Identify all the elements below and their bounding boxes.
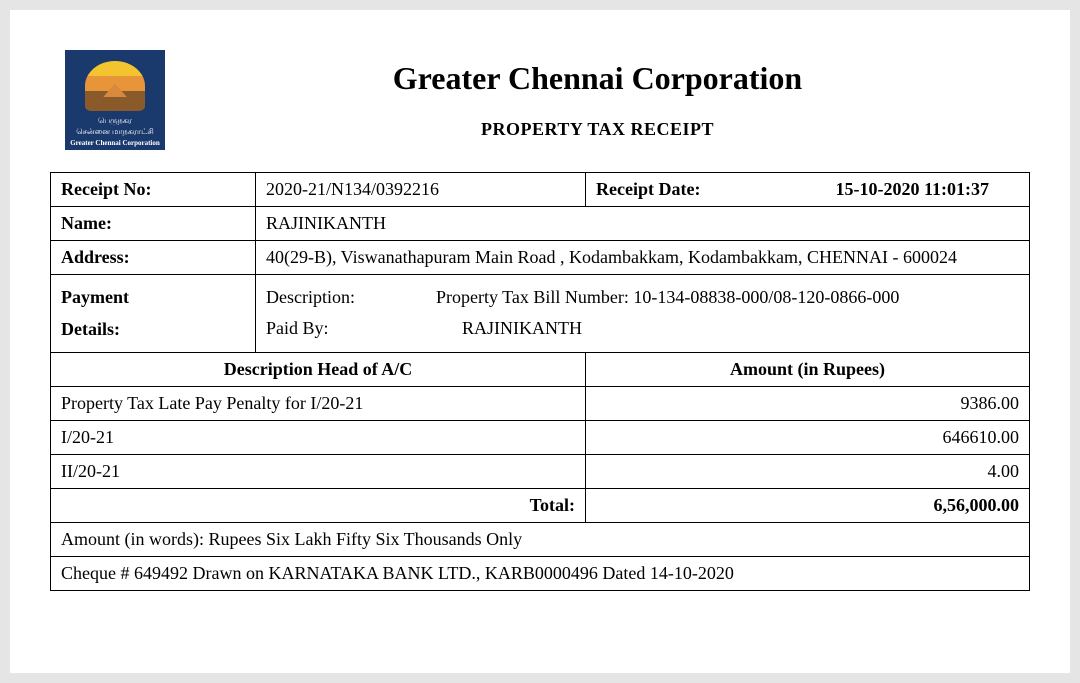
label-receipt-date: Receipt Date:: [596, 179, 700, 200]
row-payment-details: Payment Details: Description: Property T…: [51, 275, 1030, 353]
row-item-0: Property Tax Late Pay Penalty for I/20-2…: [51, 386, 1030, 420]
corporation-logo: பெருநகர சென்னை மாநகராட்சி Greater Chenna…: [65, 50, 165, 150]
page-subtitle: PROPERTY TAX RECEIPT: [165, 119, 1030, 140]
title-block: Greater Chennai Corporation PROPERTY TAX…: [165, 50, 1030, 140]
value-name: RAJINIKANTH: [256, 207, 1030, 241]
row-item-header: Description Head of A/C Amount (in Rupee…: [51, 352, 1030, 386]
row-amount-words: Amount (in words): Rupees Six Lakh Fifty…: [51, 522, 1030, 556]
cheque-line: Cheque # 649492 Drawn on KARNATAKA BANK …: [51, 556, 1030, 590]
row-item-1: I/20-21 646610.00: [51, 420, 1030, 454]
row-address: Address: 40(29-B), Viswanathapuram Main …: [51, 241, 1030, 275]
label-address: Address:: [51, 241, 256, 275]
item-desc-2: II/20-21: [51, 454, 586, 488]
logo-english: Greater Chennai Corporation: [70, 139, 160, 147]
value-paid-by: RAJINIKANTH: [436, 318, 582, 339]
logo-tamil-1: பெருநகர: [98, 117, 132, 126]
value-description: Property Tax Bill Number: 10-134-08838-0…: [436, 287, 899, 308]
row-receipt-no: Receipt No: 2020-21/N134/0392216 Receipt…: [51, 173, 1030, 207]
label-receipt-no: Receipt No:: [51, 173, 256, 207]
row-item-2: II/20-21 4.00: [51, 454, 1030, 488]
item-amount-2: 4.00: [586, 454, 1030, 488]
header-amount: Amount (in Rupees): [586, 352, 1030, 386]
row-cheque: Cheque # 649492 Drawn on KARNATAKA BANK …: [51, 556, 1030, 590]
item-desc-0: Property Tax Late Pay Penalty for I/20-2…: [51, 386, 586, 420]
label-total: Total:: [51, 488, 586, 522]
label-details: Details:: [61, 313, 245, 345]
cell-receipt-date: Receipt Date: 15-10-2020 11:01:37: [586, 173, 1030, 207]
value-total: 6,56,000.00: [586, 488, 1030, 522]
label-payment-details: Payment Details:: [51, 275, 256, 353]
header-desc: Description Head of A/C: [51, 352, 586, 386]
header: பெருநகர சென்னை மாநகராட்சி Greater Chenna…: [50, 50, 1030, 150]
label-paid-by: Paid By:: [266, 318, 436, 339]
logo-tamil-2: சென்னை மாநகராட்சி: [76, 128, 154, 137]
value-receipt-no: 2020-21/N134/0392216: [256, 173, 586, 207]
row-total: Total: 6,56,000.00: [51, 488, 1030, 522]
item-amount-0: 9386.00: [586, 386, 1030, 420]
row-name: Name: RAJINIKANTH: [51, 207, 1030, 241]
label-description: Description:: [266, 287, 436, 308]
value-payment-details: Description: Property Tax Bill Number: 1…: [256, 275, 1030, 353]
label-name: Name:: [51, 207, 256, 241]
receipt-table: Receipt No: 2020-21/N134/0392216 Receipt…: [50, 172, 1030, 591]
logo-emblem: [85, 61, 145, 111]
page-title: Greater Chennai Corporation: [165, 60, 1030, 97]
item-desc-1: I/20-21: [51, 420, 586, 454]
item-amount-1: 646610.00: [586, 420, 1030, 454]
amount-in-words: Amount (in words): Rupees Six Lakh Fifty…: [51, 522, 1030, 556]
value-receipt-date: 15-10-2020 11:01:37: [836, 179, 1019, 200]
value-address: 40(29-B), Viswanathapuram Main Road , Ko…: [256, 241, 1030, 275]
label-payment: Payment: [61, 281, 245, 313]
receipt-page: பெருநகர சென்னை மாநகராட்சி Greater Chenna…: [10, 10, 1070, 673]
